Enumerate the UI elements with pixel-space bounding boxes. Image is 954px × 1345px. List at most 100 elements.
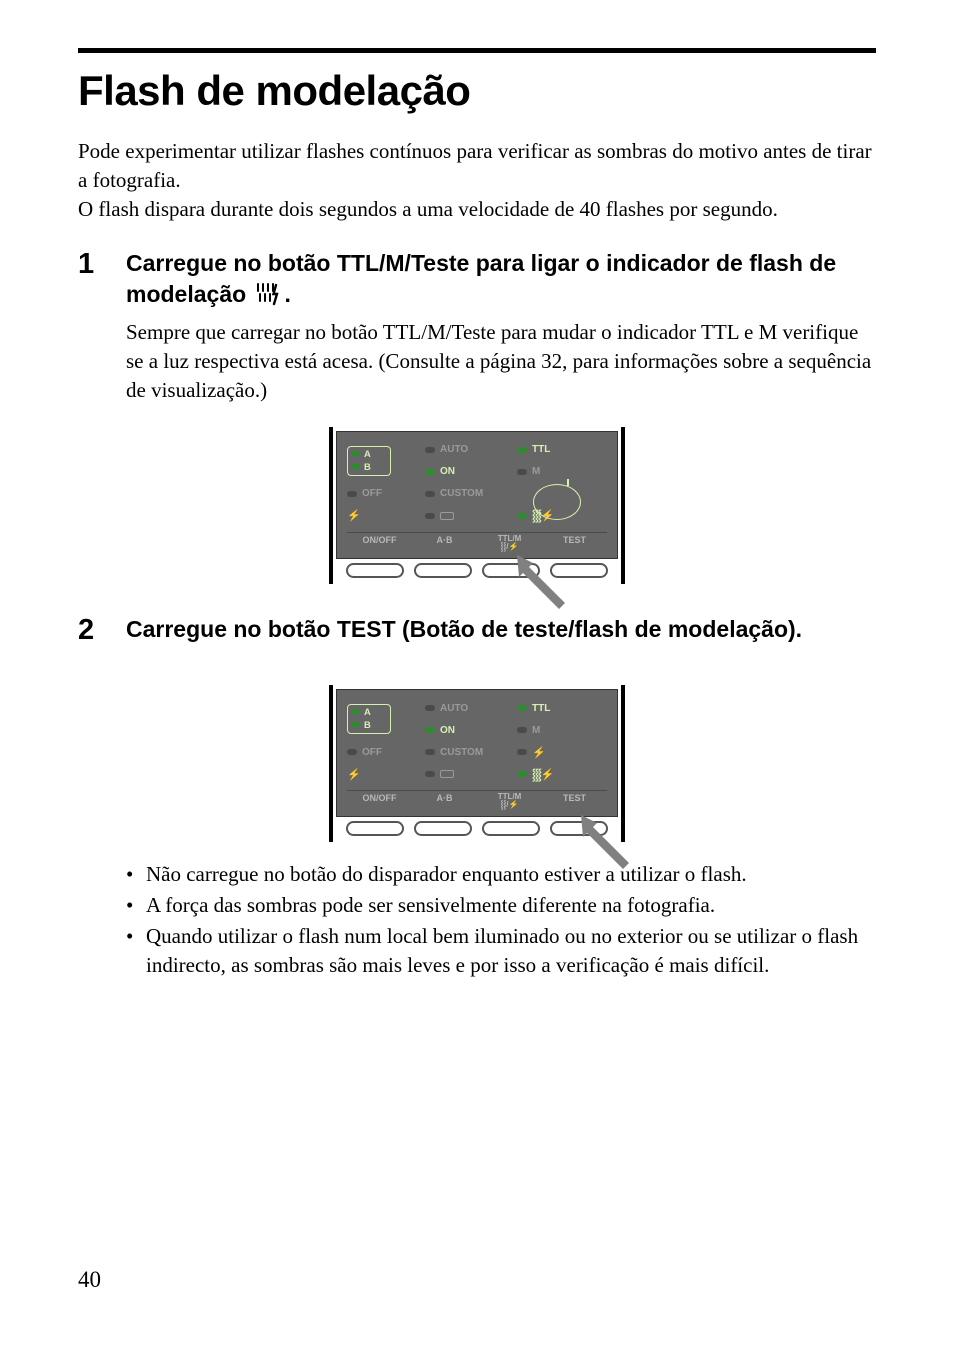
led-on-icon bbox=[517, 513, 527, 519]
page-number: 40 bbox=[78, 1267, 101, 1293]
m-label: M bbox=[532, 725, 540, 736]
step-1-body: Carregue no botão TTL/M/Teste para ligar… bbox=[126, 248, 876, 405]
ab-button[interactable] bbox=[414, 563, 472, 578]
test-button[interactable] bbox=[550, 563, 608, 578]
custom-label: CUSTOM bbox=[440, 488, 483, 499]
panel-1-m: M bbox=[517, 462, 595, 482]
ttlm-label: TTL/M⸾⸾/⚡ bbox=[477, 793, 542, 808]
panel-2-screen: AUTO A B TTL ON M OFF CUSTOM ⚡ ⚡ bbox=[336, 689, 618, 817]
led-on-icon bbox=[351, 451, 360, 456]
led-off-icon bbox=[425, 705, 435, 711]
auto-label: AUTO bbox=[440, 703, 468, 714]
modeling-flash-icon bbox=[255, 282, 283, 314]
led-off-icon bbox=[425, 749, 435, 755]
panel-1-modeling: ⸾⸾⸾⚡ bbox=[517, 506, 595, 526]
led-on-icon bbox=[517, 447, 527, 453]
onoff-button[interactable] bbox=[346, 563, 404, 578]
led-off-icon bbox=[347, 749, 357, 755]
panel-1-off: OFF bbox=[347, 484, 419, 504]
led-on-icon bbox=[351, 464, 360, 469]
bullet-2: A força das sombras pode ser sensivelmen… bbox=[144, 891, 876, 920]
bolt-icon: ⚡ bbox=[347, 768, 361, 781]
on-label: ON bbox=[440, 725, 455, 736]
a-label: A bbox=[364, 706, 371, 717]
panel-2-auto: AUTO bbox=[425, 698, 511, 718]
panel-1-custom: CUSTOM bbox=[425, 484, 511, 504]
b-label: B bbox=[364, 719, 371, 730]
control-panel-figure-2: AUTO A B TTL ON M OFF CUSTOM ⚡ ⚡ bbox=[78, 685, 876, 842]
top-rule bbox=[78, 48, 876, 53]
test-label: TEST bbox=[542, 793, 607, 808]
panel-2-off: OFF bbox=[347, 742, 419, 762]
led-off-icon bbox=[425, 513, 435, 519]
page-title: Flash de modelação bbox=[78, 67, 876, 115]
ttlm-label: TTL/M⸾⸾/⚡ bbox=[477, 535, 542, 550]
step-1-heading: Carregue no botão TTL/M/Teste para ligar… bbox=[126, 248, 876, 314]
intro-line-1: Pode experimentar utilizar flashes contí… bbox=[78, 139, 872, 192]
panel-2-m: M bbox=[517, 720, 595, 740]
panel-2-modeling: ⸾⸾⸾⚡ bbox=[517, 764, 595, 784]
test-button[interactable] bbox=[550, 821, 608, 836]
onoff-button[interactable] bbox=[346, 821, 404, 836]
custom-label: CUSTOM bbox=[440, 747, 483, 758]
step-1: 1 Carregue no botão TTL/M/Teste para lig… bbox=[78, 248, 876, 405]
step-2-number: 2 bbox=[78, 614, 126, 649]
led-off-icon bbox=[425, 771, 435, 777]
bolt-icon: ⚡ bbox=[532, 746, 546, 759]
control-panel-2: AUTO A B TTL ON M OFF CUSTOM ⚡ ⚡ bbox=[329, 685, 625, 842]
led-off-icon bbox=[347, 491, 357, 497]
led-on-icon bbox=[351, 722, 360, 727]
rect-icon bbox=[440, 512, 454, 520]
panel-2-buttons bbox=[336, 817, 618, 842]
panel-1-button-labels: ON/OFF A·B TTL/M⸾⸾/⚡ TEST bbox=[347, 532, 607, 554]
panel-2-ab-box: A B bbox=[347, 698, 419, 740]
led-off-icon bbox=[425, 491, 435, 497]
led-on-icon bbox=[517, 771, 527, 777]
panel-1-auto: AUTO bbox=[425, 440, 511, 460]
off-label: OFF bbox=[362, 488, 382, 499]
on-label: ON bbox=[440, 466, 455, 477]
panel-1-buttons bbox=[336, 559, 618, 584]
b-label: B bbox=[364, 461, 371, 472]
step-2-body: Carregue no botão TEST (Botão de teste/f… bbox=[126, 614, 876, 649]
panel-1-on: ON bbox=[425, 462, 511, 482]
step-1-desc: Sempre que carregar no botão TTL/M/Teste… bbox=[126, 318, 876, 405]
panel-1-screen: AUTO A B TTL ON M OFF CUSTOM ⚡ ⸾ bbox=[336, 431, 618, 559]
ttlm-test-button[interactable] bbox=[482, 563, 540, 578]
panel-2-bolt4: ⚡ bbox=[347, 764, 419, 784]
led-off-icon bbox=[517, 727, 527, 733]
panel-1-bolt3 bbox=[517, 484, 595, 504]
panel-1-bolt4: ⚡ bbox=[347, 506, 419, 526]
modeling-flash-icon: ⸾⸾/⚡ bbox=[501, 800, 519, 809]
step-1-number: 1 bbox=[78, 248, 126, 405]
onoff-label: ON/OFF bbox=[347, 535, 412, 550]
panel-2-bolt3: ⚡ bbox=[517, 742, 595, 762]
ab-button[interactable] bbox=[414, 821, 472, 836]
modeling-flash-icon: ⸾⸾/⚡ bbox=[501, 542, 519, 551]
test-label: TEST bbox=[542, 535, 607, 550]
onoff-label: ON/OFF bbox=[347, 793, 412, 808]
step-2: 2 Carregue no botão TEST (Botão de teste… bbox=[78, 614, 876, 649]
step-2-notes: Não carregue no botão do disparador enqu… bbox=[126, 860, 876, 980]
panel-2-on: ON bbox=[425, 720, 511, 740]
rect-icon bbox=[440, 770, 454, 778]
led-on-icon bbox=[351, 709, 360, 714]
panel-1-ttl: TTL bbox=[517, 440, 595, 460]
panel-2-button-labels: ON/OFF A·B TTL/M⸾⸾/⚡ TEST bbox=[347, 790, 607, 812]
panel-2-rect bbox=[425, 764, 511, 784]
step-2-heading: Carregue no botão TEST (Botão de teste/f… bbox=[126, 614, 876, 645]
led-off-icon bbox=[517, 749, 527, 755]
control-panel-1: AUTO A B TTL ON M OFF CUSTOM ⚡ ⸾ bbox=[329, 427, 625, 584]
panel-1-ab-box: A B bbox=[347, 440, 419, 482]
bolt-icon: ⚡ bbox=[347, 509, 361, 522]
m-label: M bbox=[532, 466, 540, 477]
intro-text: Pode experimentar utilizar flashes contí… bbox=[78, 137, 876, 224]
panel-1-rect bbox=[425, 506, 511, 526]
ttlm-test-button[interactable] bbox=[482, 821, 540, 836]
ttl-label: TTL bbox=[532, 703, 550, 714]
auto-label: AUTO bbox=[440, 444, 468, 455]
ab-label: A·B bbox=[412, 535, 477, 550]
led-off-icon bbox=[517, 469, 527, 475]
led-on-icon bbox=[517, 705, 527, 711]
led-on-icon bbox=[425, 727, 435, 733]
